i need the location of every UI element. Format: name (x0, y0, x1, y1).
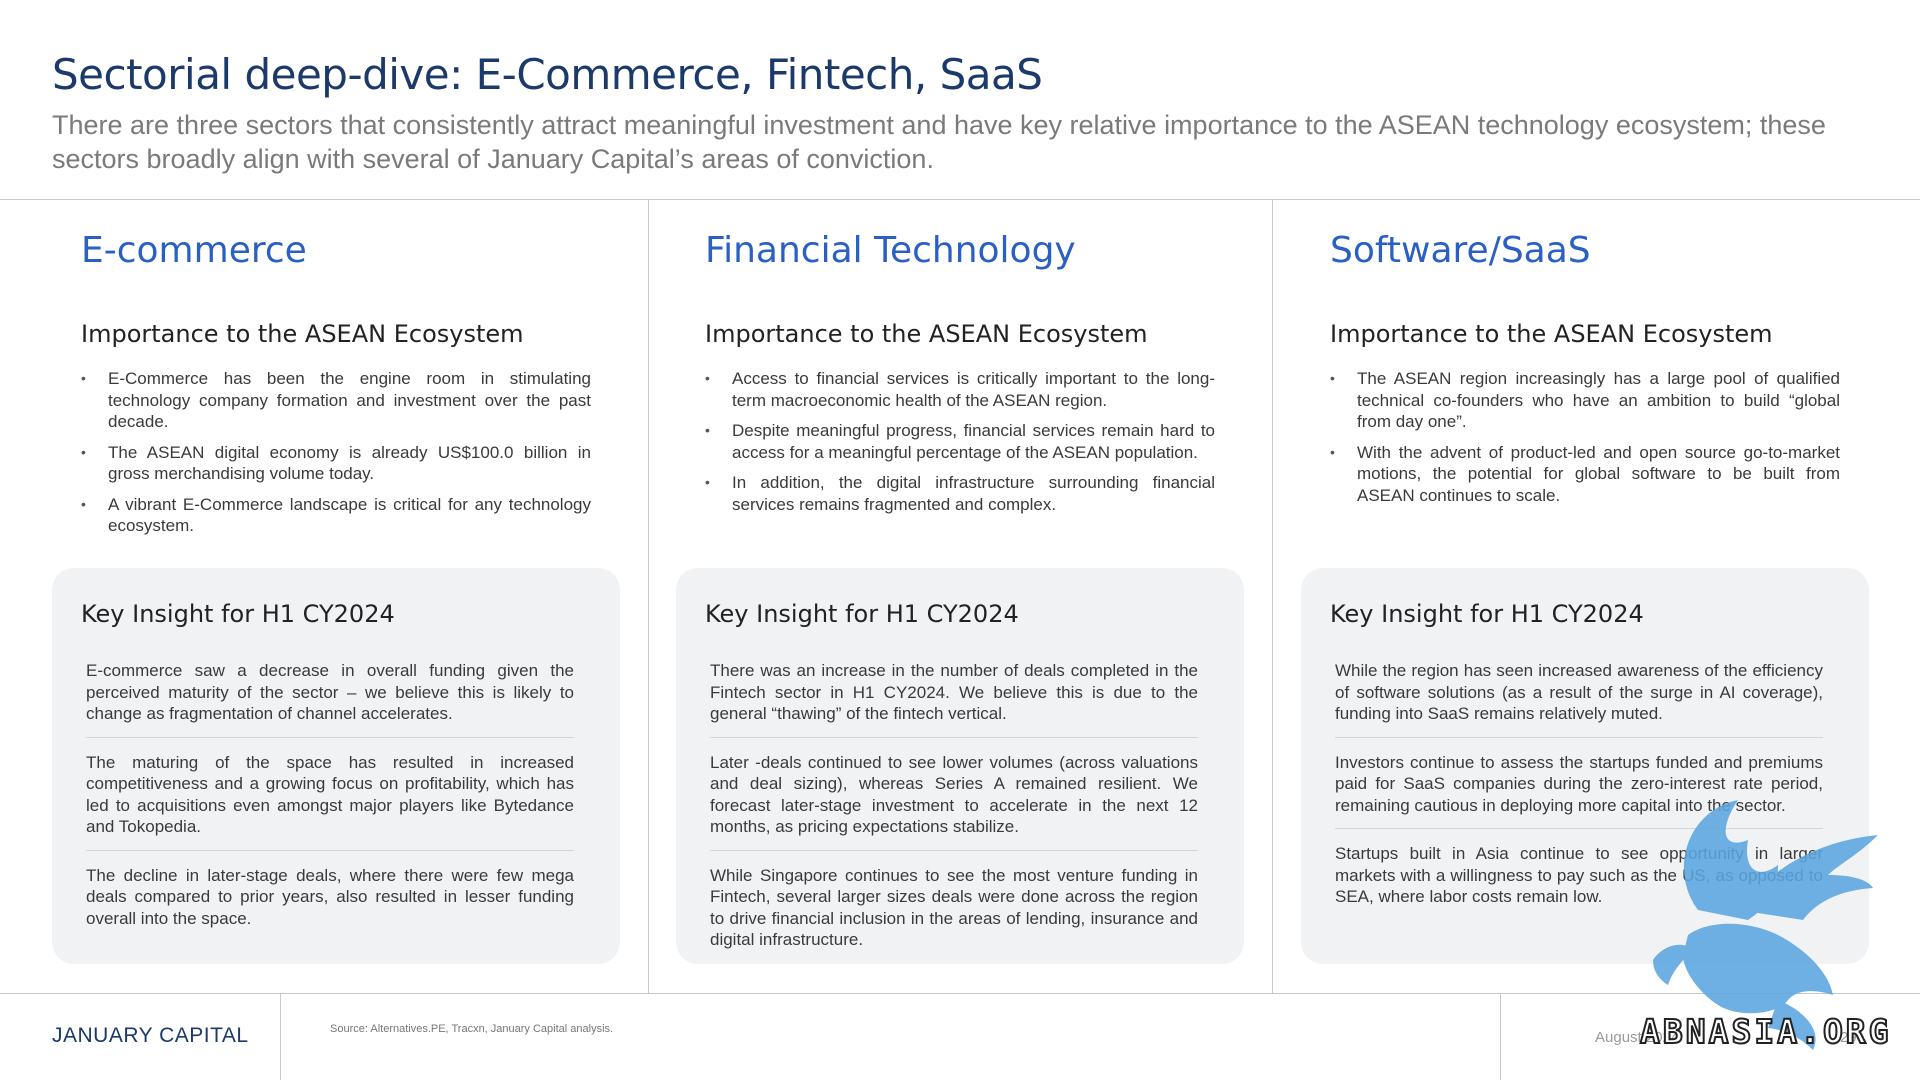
insight-paragraph: Later -deals continued to see lower volu… (710, 752, 1198, 851)
footer-divider-right (1500, 993, 1501, 1080)
source-note: Source: Alternatives.PE, Tracxn, January… (330, 1023, 613, 1035)
insight-paragraph: The decline in later-stage deals, where … (86, 865, 574, 942)
bullet-item: The ASEAN region increasingly has a larg… (1330, 368, 1840, 433)
importance-bullets: The ASEAN region increasingly has a larg… (1330, 368, 1840, 515)
key-insight-panel: Key Insight for H1 CY2024 There was an i… (676, 568, 1244, 964)
watermark-text: ABNASIA.ORG (1640, 1012, 1892, 1051)
sector-column-ecommerce: E-commerce Importance to the ASEAN Ecosy… (0, 200, 625, 990)
importance-bullets: E-Commerce has been the engine room in s… (81, 368, 591, 546)
insight-paragraph: While the region has seen increased awar… (1335, 660, 1823, 738)
bullet-item: Access to financial services is critical… (705, 368, 1215, 411)
insight-paragraph: The maturing of the space has resulted i… (86, 752, 574, 851)
bullet-item: A vibrant E-Commerce landscape is critic… (81, 494, 591, 537)
key-insight-panel: Key Insight for H1 CY2024 E-commerce saw… (52, 568, 620, 964)
insight-title: Key Insight for H1 CY2024 (705, 600, 1019, 628)
importance-bullets: Access to financial services is critical… (705, 368, 1215, 524)
insight-paragraph: E-commerce saw a decrease in overall fun… (86, 660, 574, 738)
insight-title: Key Insight for H1 CY2024 (1330, 600, 1644, 628)
bullet-item: The ASEAN digital economy is already US$… (81, 442, 591, 485)
insight-paragraph: There was an increase in the number of d… (710, 660, 1198, 738)
insight-paragraph: While Singapore continues to see the mos… (710, 865, 1198, 963)
january-capital-logo: JANUARY CAPITAL (52, 1024, 249, 1048)
slide-subtitle: There are three sectors that consistentl… (52, 108, 1852, 176)
insight-list: There was an increase in the number of d… (710, 660, 1198, 977)
bullet-item: Despite meaningful progress, financial s… (705, 420, 1215, 463)
insight-title: Key Insight for H1 CY2024 (81, 600, 395, 628)
slide-title: Sectorial deep-dive: E-Commerce, Fintech… (52, 50, 1042, 99)
footer-divider-left (280, 993, 281, 1080)
sector-column-fintech: Financial Technology Importance to the A… (624, 200, 1249, 990)
bullet-item: In addition, the digital infrastructure … (705, 472, 1215, 515)
bullet-item: With the advent of product-led and open … (1330, 442, 1840, 507)
importance-heading: Importance to the ASEAN Ecosystem (81, 320, 524, 348)
sector-title: E-commerce (81, 230, 307, 271)
bullet-item: E-Commerce has been the engine room in s… (81, 368, 591, 433)
sector-title: Software/SaaS (1330, 230, 1591, 271)
sector-title: Financial Technology (705, 230, 1076, 271)
importance-heading: Importance to the ASEAN Ecosystem (705, 320, 1148, 348)
insight-list: E-commerce saw a decrease in overall fun… (86, 660, 574, 955)
importance-heading: Importance to the ASEAN Ecosystem (1330, 320, 1773, 348)
